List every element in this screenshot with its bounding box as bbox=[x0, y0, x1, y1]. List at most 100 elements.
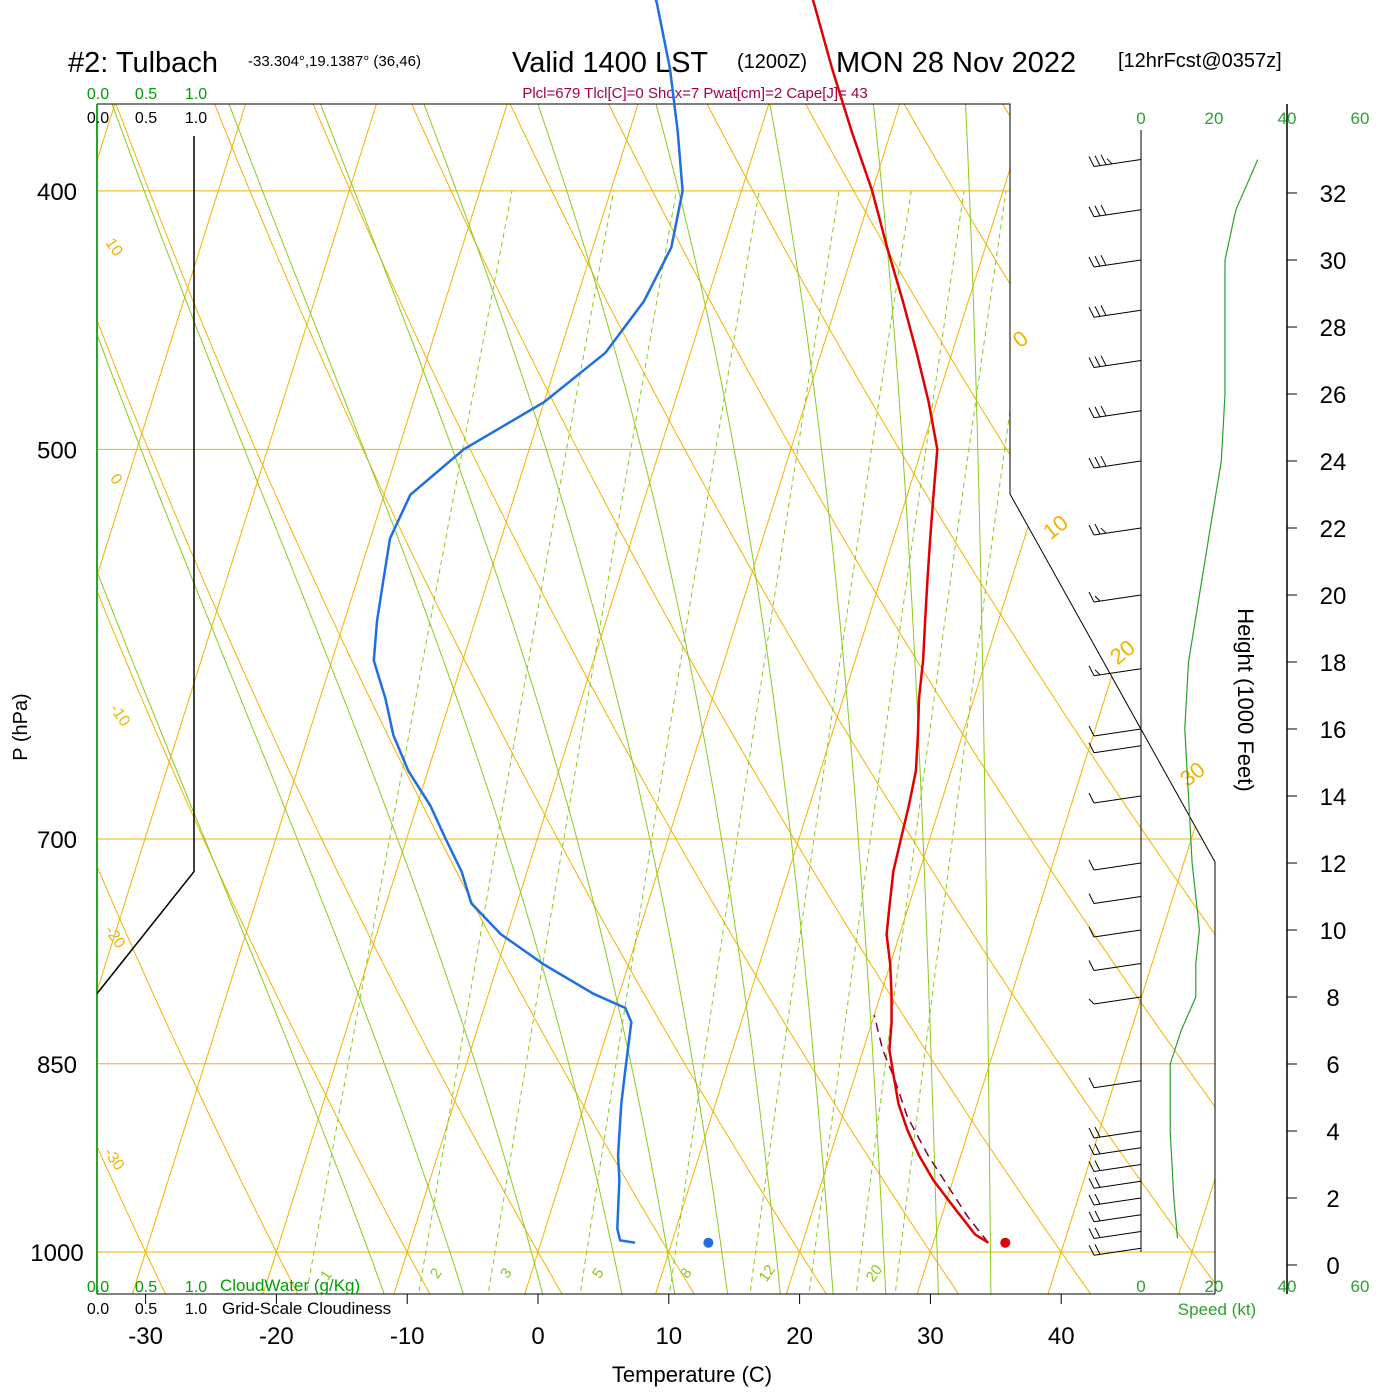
wind-barb bbox=[1088, 1210, 1142, 1223]
temperature-tick-label: -30 bbox=[128, 1323, 163, 1350]
dry-adiabat-line bbox=[643, 104, 1215, 1294]
wind-barb-feather bbox=[1094, 155, 1101, 166]
mixing-ratio-line bbox=[303, 190, 513, 1294]
wind-barb-staff bbox=[1093, 1080, 1142, 1089]
dry-adiabat-line bbox=[556, 104, 1215, 1294]
temperature-tick-label: 0 bbox=[531, 1323, 544, 1350]
wind-barb-staff bbox=[1093, 259, 1142, 268]
wind-barb-feather bbox=[1088, 859, 1095, 871]
dry-adiabat-line bbox=[469, 104, 1215, 1294]
height-tick-label: 22 bbox=[1320, 516, 1347, 543]
dry-adiabat-label: -30 bbox=[100, 1145, 127, 1174]
isotherm-line bbox=[393, 104, 770, 1294]
temperature-tick-label: 10 bbox=[655, 1323, 682, 1350]
temperature-trace bbox=[811, 0, 989, 1244]
wind-barb-staff bbox=[1093, 1197, 1142, 1206]
speed-label: Speed (kt) bbox=[1178, 1300, 1256, 1319]
moist-adiabat-line bbox=[136, 104, 678, 1294]
wind-barb-staff bbox=[1093, 594, 1142, 603]
wind-barb-feather bbox=[1094, 669, 1101, 676]
wind-barb-staff bbox=[1093, 1147, 1142, 1156]
moist-adiabat-line bbox=[927, 104, 992, 1294]
wind-barb bbox=[1088, 305, 1142, 318]
pressure-tick-label: 700 bbox=[37, 827, 77, 854]
wind-barb-staff bbox=[1093, 896, 1142, 904]
wind-barb-staff bbox=[1093, 668, 1142, 677]
speed-tick-label: 20 bbox=[1205, 109, 1224, 128]
wind-barb bbox=[1088, 725, 1142, 737]
y-axis-label: P (hPa) bbox=[10, 693, 32, 760]
wind-barb bbox=[1088, 523, 1142, 536]
wind-barb-feather bbox=[1088, 1161, 1095, 1172]
mixing-ratio-label: 8 bbox=[677, 1265, 696, 1282]
height-tick-label: 12 bbox=[1320, 851, 1347, 878]
temperature-tick-label: -10 bbox=[390, 1323, 425, 1350]
height-tick-label: 0 bbox=[1326, 1253, 1339, 1280]
wind-barb bbox=[1088, 792, 1142, 804]
sounding-indices: Plcl=679 Tlcl[C]=0 Shox=7 Pwat[cm]=2 Cap… bbox=[522, 85, 867, 102]
speed-tick-label: 20 bbox=[1205, 1277, 1224, 1296]
height-tick-label: 30 bbox=[1320, 248, 1347, 275]
wind-barb-staff bbox=[1093, 209, 1142, 218]
mixing-ratio-label: 20 bbox=[863, 1262, 886, 1285]
dry-adiabat-label: 10 bbox=[102, 235, 126, 259]
wind-barb-feather bbox=[1094, 1126, 1101, 1138]
cloud-water-tick-label: 1.0 bbox=[185, 1279, 207, 1296]
isotherm-line bbox=[131, 104, 508, 1294]
wind-barb-feather bbox=[1088, 1144, 1095, 1155]
station-title: #2: Tulbach bbox=[68, 47, 218, 79]
temperature-tick-label: 20 bbox=[786, 1323, 813, 1350]
wind-barb bbox=[1088, 996, 1142, 1005]
wind-barb-staff bbox=[1093, 929, 1142, 938]
station-coords: -33.304°,19.1387° (36,46) bbox=[248, 53, 421, 70]
wind-barb-feather bbox=[1088, 1194, 1095, 1206]
wind-barb-feather bbox=[1088, 1245, 1095, 1256]
wind-barb-feather bbox=[1100, 204, 1107, 216]
surface-temperature-marker bbox=[1000, 1237, 1011, 1248]
mixing-ratio-label: 3 bbox=[497, 1265, 516, 1282]
wind-barb-feather bbox=[1088, 591, 1095, 603]
isotherm-line bbox=[97, 104, 247, 1294]
wind-barb-feather bbox=[1088, 524, 1095, 536]
height-tick-label: 28 bbox=[1320, 315, 1347, 342]
isotherm-line bbox=[1178, 104, 1215, 1294]
wind-barb bbox=[1088, 893, 1142, 904]
dry-adiabat-label: -10 bbox=[106, 701, 133, 730]
wind-barb-staff bbox=[1093, 309, 1142, 318]
wind-barb-feather bbox=[1088, 206, 1095, 217]
wind-barb-feather bbox=[1100, 355, 1107, 366]
dry-adiabat-line bbox=[97, 104, 704, 1294]
dry-adiabat-line bbox=[0, 0, 40, 1308]
pressure-tick-label: 1000 bbox=[30, 1240, 83, 1267]
wind-barb bbox=[1088, 1193, 1142, 1206]
cloudiness-tick-label: 0.0 bbox=[87, 1301, 109, 1318]
isotherm-line bbox=[1047, 104, 1215, 1294]
dry-adiabat-line bbox=[97, 104, 837, 1294]
wind-speed-profile bbox=[1169, 159, 1259, 1239]
wind-barb bbox=[1088, 1077, 1142, 1089]
isotherm-line bbox=[916, 104, 1215, 1294]
moist-adiabat-line bbox=[641, 104, 887, 1294]
height-tick-label: 6 bbox=[1326, 1052, 1339, 1079]
cloudiness-tick-label: 0.0 bbox=[87, 110, 109, 127]
plot-frame bbox=[97, 103, 1216, 1294]
cloud-water-label: CloudWater (g/Kg) bbox=[220, 1276, 360, 1295]
cloudiness-tick-label: 1.0 bbox=[185, 110, 207, 127]
dry-adiabat-line bbox=[97, 104, 173, 1294]
wind-barb bbox=[1088, 926, 1142, 938]
wind-barb-feather bbox=[1088, 307, 1095, 318]
wind-barb-staff bbox=[1093, 460, 1142, 469]
wind-barb-feather bbox=[1088, 792, 1095, 804]
wind-barb-feather bbox=[1088, 893, 1095, 904]
wind-barb-staff bbox=[1093, 1214, 1142, 1223]
wind-barb bbox=[1088, 154, 1142, 167]
wind-barb bbox=[1088, 1177, 1142, 1189]
wind-barb-feather bbox=[1088, 1077, 1095, 1088]
isotherm-label: 20 bbox=[1105, 635, 1140, 670]
height-axis-label: Height (1000 Feet) bbox=[1233, 608, 1258, 791]
wind-barb-feather bbox=[1094, 595, 1101, 602]
wind-barb-feather bbox=[1100, 527, 1107, 534]
dry-adiabat-line bbox=[97, 104, 571, 1294]
dry-adiabat-line bbox=[1165, 104, 1215, 1294]
height-tick-label: 24 bbox=[1320, 449, 1347, 476]
